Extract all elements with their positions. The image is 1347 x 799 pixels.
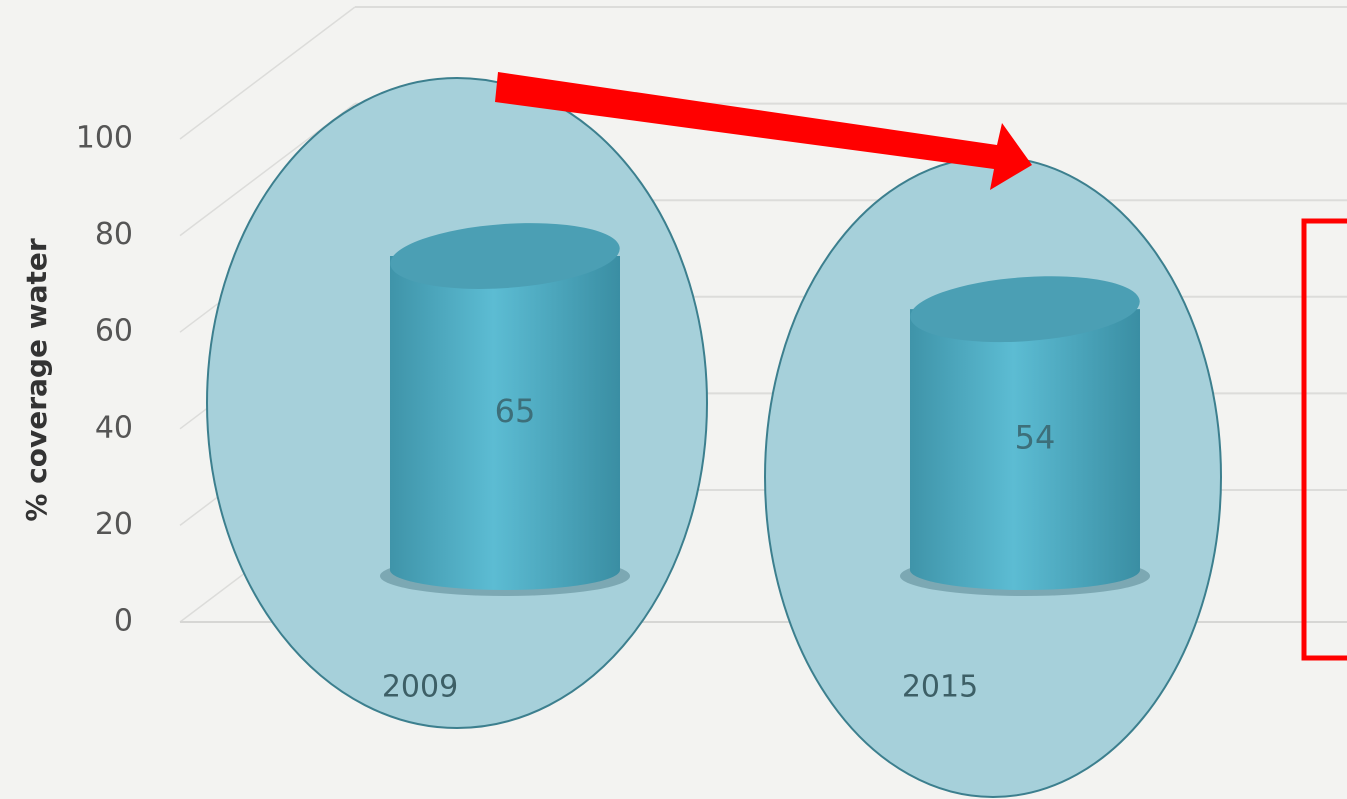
y-tick-label: 0 — [114, 604, 133, 639]
x-tick-label: 2009 — [382, 670, 458, 705]
y-tick-label: 20 — [95, 507, 133, 542]
y-axis-label: % coverage water — [20, 238, 53, 522]
x-tick-label: 2015 — [902, 670, 978, 705]
bar — [390, 256, 620, 590]
bar-top — [910, 276, 1140, 343]
bars: 65 54 — [380, 223, 1150, 596]
y-tick-label: 100 — [76, 121, 133, 156]
bar-top — [390, 223, 620, 289]
data-label: 65 — [495, 392, 536, 430]
y-tick-label: 80 — [95, 217, 133, 252]
y-tick-label: 60 — [95, 314, 133, 349]
arrow — [495, 72, 1032, 190]
annotation-box — [1301, 218, 1347, 661]
bar — [910, 309, 1140, 590]
grid-line — [179, 6, 356, 140]
data-label: 54 — [1015, 419, 1056, 457]
y-tick-label: 40 — [95, 410, 133, 445]
